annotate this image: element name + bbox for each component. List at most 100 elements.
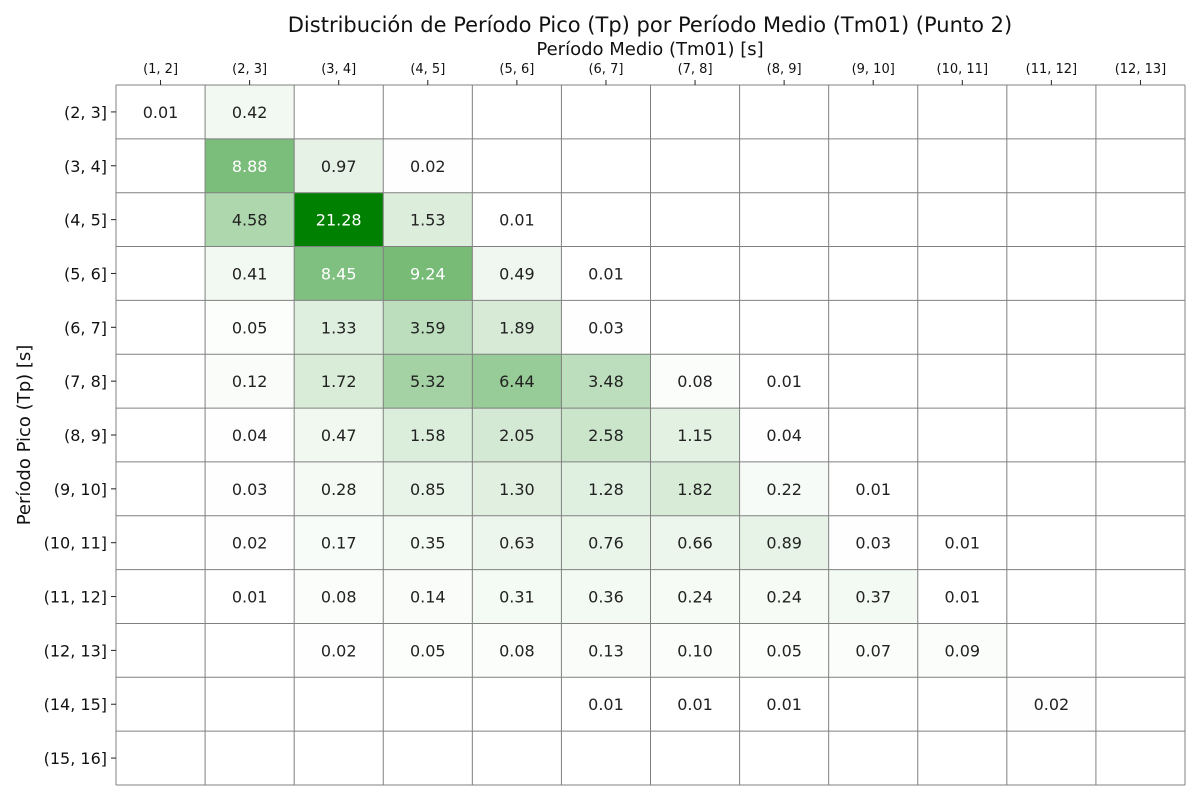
cell-value-label: 0.02 [321, 641, 357, 660]
heatmap-cell [472, 623, 562, 678]
cell-value-label: 0.85 [410, 480, 446, 499]
heatmap-cell [205, 354, 295, 409]
heatmap-cell [472, 569, 562, 624]
cell-value-label: 0.63 [499, 534, 535, 553]
heatmap-cell [205, 192, 295, 247]
y-tick-label: (3, 4] [64, 157, 107, 176]
cell-value-label: 0.12 [232, 372, 268, 391]
heatmap-cell [383, 623, 473, 678]
cell-value-label: 0.03 [232, 480, 268, 499]
cell-value-label: 0.10 [677, 641, 713, 660]
cell-value-label: 3.59 [410, 318, 446, 337]
heatmap-cell [739, 408, 829, 462]
heatmap-cell [383, 354, 473, 409]
cell-value-label: 0.24 [766, 588, 802, 607]
x-tick-label: (1, 2] [143, 62, 178, 77]
cell-value-label: 0.01 [588, 695, 624, 714]
cell-value-label: 0.05 [410, 641, 446, 660]
cell-value-label: 3.48 [588, 372, 624, 391]
cell-value-label: 0.01 [944, 588, 980, 607]
cell-value-label: 0.03 [855, 534, 891, 553]
cell-value-label: 0.01 [232, 588, 268, 607]
heatmap-cell [205, 461, 295, 516]
heatmap-cell [561, 300, 651, 355]
cell-value-label: 1.28 [588, 480, 624, 499]
cell-value-label: 0.01 [766, 372, 802, 391]
heatmap-cell [294, 569, 384, 624]
y-tick-label: (9, 10] [54, 480, 107, 499]
heatmap-cell [294, 246, 384, 301]
heatmap-cell [472, 192, 562, 247]
cell-value-label: 0.28 [321, 480, 357, 499]
x-tick-label: (8, 9] [767, 62, 802, 77]
cell-value-label: 0.04 [766, 426, 802, 445]
cell-value-label: 9.24 [410, 264, 446, 283]
heatmap-cell [561, 246, 651, 301]
cell-value-label: 1.30 [499, 480, 535, 499]
heatmap-cell [561, 677, 651, 732]
cell-value-label: 0.17 [321, 534, 357, 553]
cell-value-label: 0.36 [588, 588, 624, 607]
heatmap-cell [561, 623, 651, 678]
x-tick-label: (12, 13] [1115, 62, 1167, 77]
heatmap-cell [383, 408, 473, 462]
cell-value-label: 0.08 [321, 588, 357, 607]
y-tick-label: (14, 15] [44, 695, 107, 714]
heatmap-cell [739, 354, 829, 409]
y-tick-label: (6, 7] [64, 318, 107, 337]
heatmap-cell [294, 461, 384, 516]
cell-value-label: 0.04 [232, 426, 268, 445]
heatmap-cell [739, 569, 829, 624]
heatmap-cell [472, 354, 562, 409]
y-tick-label: (12, 13] [44, 641, 107, 660]
heatmap-cell [383, 300, 473, 355]
heatmap-cell [650, 354, 740, 409]
cell-value-label: 0.01 [143, 103, 179, 122]
cell-value-label: 0.08 [499, 641, 535, 660]
heatmap-cell [828, 515, 918, 570]
heatmap-cell [294, 623, 384, 678]
heatmap-cell [294, 138, 384, 193]
heatmap-cell [294, 354, 384, 409]
heatmap-cell [383, 192, 473, 247]
cell-value-label: 4.58 [232, 211, 268, 230]
y-tick-label: (2, 3] [64, 103, 107, 122]
y-tick-label: (8, 9] [64, 426, 107, 445]
cell-value-label: 0.42 [232, 103, 268, 122]
heatmap-cell [561, 354, 651, 409]
cell-value-label: 0.76 [588, 534, 624, 553]
heatmap-cell [917, 569, 1007, 624]
cell-value-label: 0.31 [499, 588, 535, 607]
cell-value-label: 1.89 [499, 318, 535, 337]
heatmap-cell [828, 461, 918, 516]
cell-value-label: 0.37 [855, 588, 891, 607]
heatmap-grid [115, 84, 1186, 786]
cell-value-label: 0.41 [232, 264, 268, 283]
cell-value-label: 0.66 [677, 534, 713, 553]
heatmap-cell [650, 569, 740, 624]
cell-value-label: 0.05 [766, 641, 802, 660]
cell-value-label: 0.13 [588, 641, 624, 660]
heatmap-cell [472, 300, 562, 355]
cell-value-label: 0.01 [855, 480, 891, 499]
heatmap-cell [650, 515, 740, 570]
x-tick-label: (9, 10] [852, 62, 895, 77]
heatmap-cell [472, 408, 562, 462]
heatmap-cell [1006, 677, 1096, 732]
x-tick-label: (2, 3] [232, 62, 267, 77]
heatmap-cell [739, 623, 829, 678]
cell-value-label: 0.35 [410, 534, 446, 553]
cell-value-label: 0.05 [232, 318, 268, 337]
heatmap-cell [561, 461, 651, 516]
heatmap-cell [205, 300, 295, 355]
x-axis-label: Período Medio (Tm01) [s] [536, 39, 763, 60]
y-axis-label: Período Pico (Tp) [s] [14, 345, 35, 526]
heatmap-cell [650, 677, 740, 732]
heatmap-cell [472, 246, 562, 301]
heatmap-cell [383, 138, 473, 193]
cell-value-label: 8.45 [321, 264, 357, 283]
cell-value-label: 1.58 [410, 426, 446, 445]
heatmap-cell [383, 569, 473, 624]
heatmap-cell [650, 408, 740, 462]
